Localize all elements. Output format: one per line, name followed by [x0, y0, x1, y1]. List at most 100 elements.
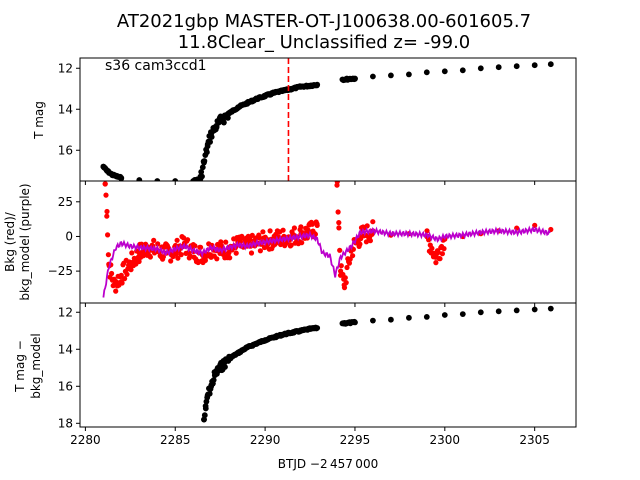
top-point — [207, 139, 214, 145]
middle-ytick-label: 25 — [58, 195, 73, 209]
middle-point — [344, 264, 350, 271]
middle-ylabel-line1: Bkg (red)/ — [3, 211, 17, 272]
middle-point — [124, 271, 130, 277]
bottom-point-anchor — [314, 325, 321, 331]
middle-ytick-label: 0 — [65, 229, 73, 243]
top-point-anchor — [352, 75, 358, 82]
top-ylabel: T mag — [32, 101, 46, 140]
xtick-label: 2295 — [340, 433, 371, 447]
middle-point — [424, 228, 430, 234]
bottom-point-anchor — [211, 372, 218, 379]
bottom-point-anchor — [477, 309, 484, 316]
panel-bottom: 12 14 16 18 2280 2285 2290 2295 2300 2305 — [58, 302, 577, 447]
middle-point-anchor — [314, 222, 320, 228]
top-point-anchor — [197, 176, 204, 181]
middle-point — [441, 246, 447, 252]
bottom-point-anchor — [352, 319, 358, 326]
middle-point — [178, 252, 184, 258]
middle-point — [439, 251, 445, 257]
bottom-point-anchor — [271, 334, 277, 341]
top-series-mag — [100, 61, 554, 181]
middle-point — [437, 256, 443, 262]
top-point-anchor — [298, 83, 304, 90]
top-point-anchor — [208, 130, 215, 137]
top-point-anchor — [226, 110, 233, 117]
bottom-point-anchor — [339, 320, 346, 327]
middle-point — [185, 237, 191, 243]
middle-point — [202, 257, 208, 263]
middle-point — [280, 227, 286, 233]
bottom-point-anchor — [201, 416, 207, 423]
middle-point — [198, 244, 204, 250]
middle-point — [288, 242, 294, 248]
middle-point — [299, 240, 305, 246]
bottom-point-anchor — [423, 314, 430, 320]
xtick-label: 2285 — [160, 433, 191, 447]
top-point-anchor — [154, 178, 161, 181]
top-point-anchor — [307, 82, 313, 89]
top-point-anchor — [100, 163, 107, 170]
middle-point — [122, 276, 128, 282]
middle-point — [104, 213, 110, 219]
bottom-series-mag — [201, 305, 554, 423]
middle-point — [119, 280, 125, 286]
top-point-anchor — [495, 64, 502, 71]
top-point-anchor — [406, 71, 412, 78]
middle-point-anchor — [104, 208, 110, 215]
middle-point — [267, 228, 273, 234]
bottom-point-anchor — [459, 311, 466, 317]
middle-point — [168, 258, 174, 264]
bottom-ytick-label: 12 — [58, 305, 73, 319]
xtick-label: 2290 — [250, 433, 281, 447]
top-point-anchor — [104, 167, 110, 174]
middle-point — [350, 253, 356, 259]
middle-point — [309, 221, 315, 227]
middle-point — [214, 256, 220, 262]
top-point-anchor — [441, 68, 448, 75]
middle-point-anchor — [336, 220, 342, 226]
middle-point — [291, 225, 297, 231]
top-point-anchor — [271, 89, 277, 96]
middle-point — [364, 223, 370, 229]
bottom-point-anchor — [307, 326, 313, 332]
middle-ylabel-line2: bkg_model (purple) — [18, 183, 32, 300]
top-point-anchor — [136, 177, 143, 181]
top-ytick-label: 14 — [58, 102, 73, 116]
middle-point — [346, 260, 352, 266]
middle-point-anchor — [102, 181, 108, 187]
middle-plot-area — [102, 181, 554, 298]
middle-point — [103, 192, 109, 198]
middle-series-line-bkg_model — [102, 225, 551, 298]
bottom-ytick-label: 18 — [58, 416, 73, 430]
top-plot-area — [100, 61, 554, 181]
middle-point — [233, 250, 239, 256]
middle-point — [257, 248, 263, 254]
middle-point — [433, 260, 439, 266]
top-point-anchor — [280, 87, 286, 94]
top-point-anchor — [244, 100, 251, 106]
middle-point-anchor — [338, 268, 344, 274]
middle-point — [367, 238, 373, 244]
middle-point — [129, 250, 135, 256]
bottom-point-anchor — [531, 306, 538, 313]
middle-point — [218, 239, 224, 245]
middle-point — [429, 245, 435, 251]
bottom-axes-frame — [79, 302, 577, 428]
top-point-anchor — [219, 116, 225, 123]
middle-point — [338, 263, 344, 269]
top-point-anchor — [388, 72, 394, 79]
top-point-anchor — [235, 104, 242, 111]
bottom-point-anchor — [370, 317, 376, 324]
middle-point — [136, 258, 142, 265]
middle-point — [175, 255, 181, 261]
middle-ytick-label: −25 — [48, 264, 73, 278]
middle-point — [140, 253, 146, 259]
middle-point — [223, 239, 229, 245]
middle-point — [147, 254, 153, 260]
middle-point — [151, 237, 157, 243]
top-point-anchor — [172, 178, 179, 181]
middle-point — [192, 243, 198, 249]
middle-point — [370, 219, 376, 225]
bottom-point-anchor — [204, 392, 211, 399]
